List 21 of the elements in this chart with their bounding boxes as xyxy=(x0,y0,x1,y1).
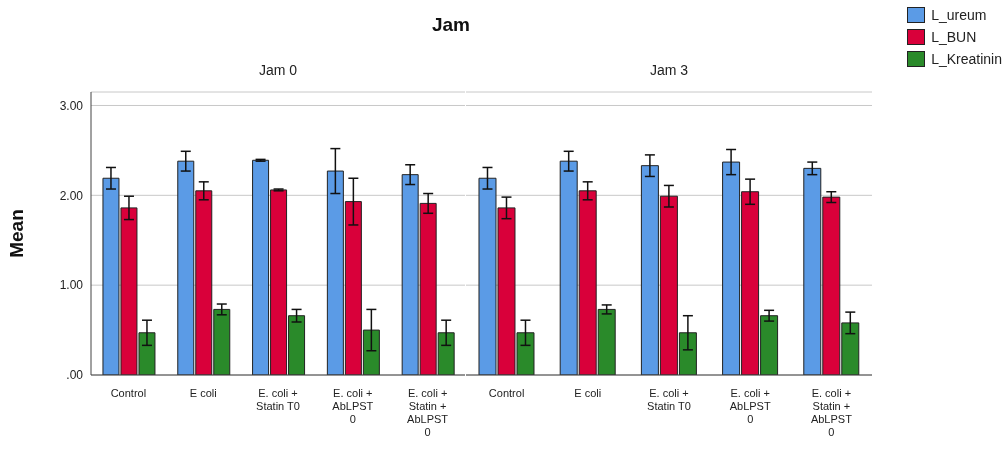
y-tick-label: 1.00 xyxy=(59,278,84,293)
chart-title: Jam xyxy=(431,14,470,36)
y-tick-label: .00 xyxy=(66,368,84,383)
chart-subtitle: Jam 0 xyxy=(257,62,299,78)
x-tick-label: E. coli + Statin T0 xyxy=(647,387,691,412)
x-tick-label: E. coli + Statin + AbLPST 0 xyxy=(810,387,853,438)
y-tick-label: 2.00 xyxy=(59,188,84,203)
x-tick-label: E coli xyxy=(189,387,217,399)
x-tick-label: E. coli + AbLPST 0 xyxy=(729,387,771,425)
x-tick-label: E. coli + Statin + AbLPST 0 xyxy=(407,387,449,438)
x-tick-label: E. coli + Statin T0 xyxy=(256,387,300,412)
x-tick-label: E. coli + AbLPST 0 xyxy=(332,387,374,425)
legend-label: L_Kreatinin xyxy=(931,51,1002,67)
x-tick-label: Control xyxy=(110,387,147,399)
x-tick-label: Control xyxy=(488,387,525,399)
x-tick-label: E coli xyxy=(574,387,602,399)
legend-label: L_ureum xyxy=(931,7,987,23)
y-axis-title: Mean xyxy=(5,209,27,258)
y-tick-label: 3.00 xyxy=(59,98,84,113)
chart-subtitle: Jam 3 xyxy=(648,62,690,78)
legend-label: L_BUN xyxy=(931,29,977,45)
